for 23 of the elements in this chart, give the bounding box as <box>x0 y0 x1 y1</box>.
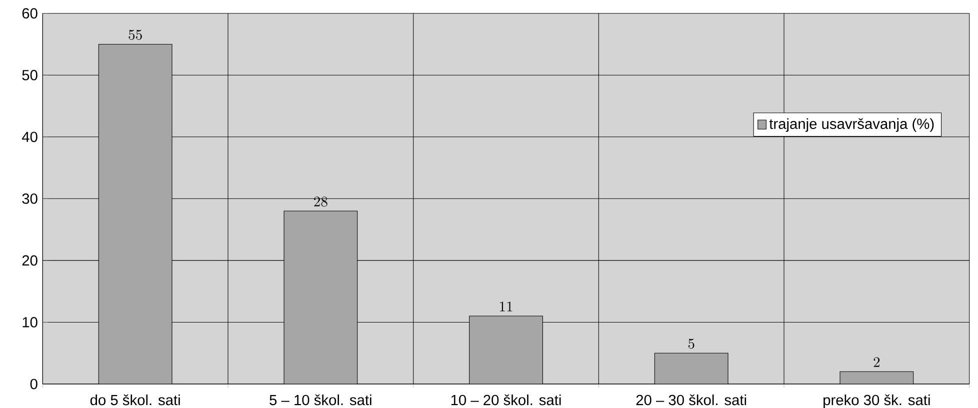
y-tick-label: 30 <box>22 193 38 204</box>
bar <box>98 44 172 384</box>
y-tick-label: 40 <box>22 132 38 142</box>
y-tick-label: 50 <box>22 70 38 80</box>
bar <box>469 316 543 384</box>
y-tick-label: 0 <box>30 378 38 390</box>
x-tick-label: do 5 škol. sati <box>90 394 180 406</box>
x-tick-label: 5 – 10 škol. sati <box>270 394 372 406</box>
x-tick-label: preko 30 šk. sati <box>824 394 930 408</box>
data-label: 2 <box>874 357 880 367</box>
y-tick-label: 20 <box>22 255 38 266</box>
bar <box>840 371 914 384</box>
bar <box>654 352 728 384</box>
bar <box>284 210 358 384</box>
legend-label: trajanje usavršavanja (%) <box>769 118 934 132</box>
y-tick-label: 10 <box>22 317 38 328</box>
data-label: 55 <box>128 30 142 40</box>
data-label: 5 <box>688 338 694 349</box>
x-tick-label: 20 – 30 škol. sati <box>636 394 746 406</box>
x-tick-label: 10 – 20 škol. sati <box>451 394 561 406</box>
data-label: 11 <box>500 302 512 312</box>
y-tick-label: 60 <box>22 8 38 19</box>
data-label: 28 <box>314 196 328 207</box>
